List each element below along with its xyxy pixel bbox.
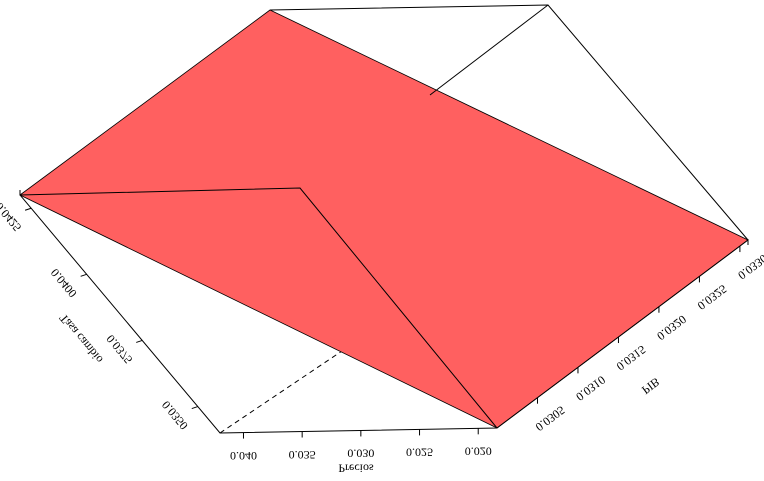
tick-label: 0.040 <box>230 449 257 463</box>
axis-label: Tasa cambio <box>56 311 105 366</box>
tick-label: 0.0400 <box>48 266 80 300</box>
box-edge <box>269 4 749 241</box>
tick-label: 0.0320 <box>654 312 689 343</box>
tick-label: 0.0375 <box>103 332 135 366</box>
tick-mark <box>80 273 87 277</box>
tick-label: 0.0330 <box>735 252 764 283</box>
tick-label: 0.0350 <box>159 398 191 432</box>
tick-label: 0.0425 <box>0 200 24 234</box>
tick-label: 0.0325 <box>695 282 730 313</box>
tick-label: 0.025 <box>406 446 433 460</box>
tick-mark <box>191 406 198 410</box>
tick-label: 0.020 <box>465 445 492 459</box>
tick-label: 0.0310 <box>573 373 608 404</box>
surface <box>19 4 749 434</box>
tick-mark <box>24 207 32 211</box>
surface-patch <box>19 9 749 429</box>
axis-label: Precios <box>338 461 374 475</box>
surface-crease <box>19 187 498 429</box>
tick-label: 0.030 <box>347 447 374 461</box>
tick-label: 0.0315 <box>614 343 649 374</box>
axis-line <box>19 190 749 434</box>
tick-label: 0.0305 <box>533 403 568 434</box>
axis-label: PIB <box>639 375 662 397</box>
tick-mark <box>136 339 143 343</box>
box-edge <box>429 4 549 96</box>
tick-label: 0.035 <box>289 448 316 462</box>
